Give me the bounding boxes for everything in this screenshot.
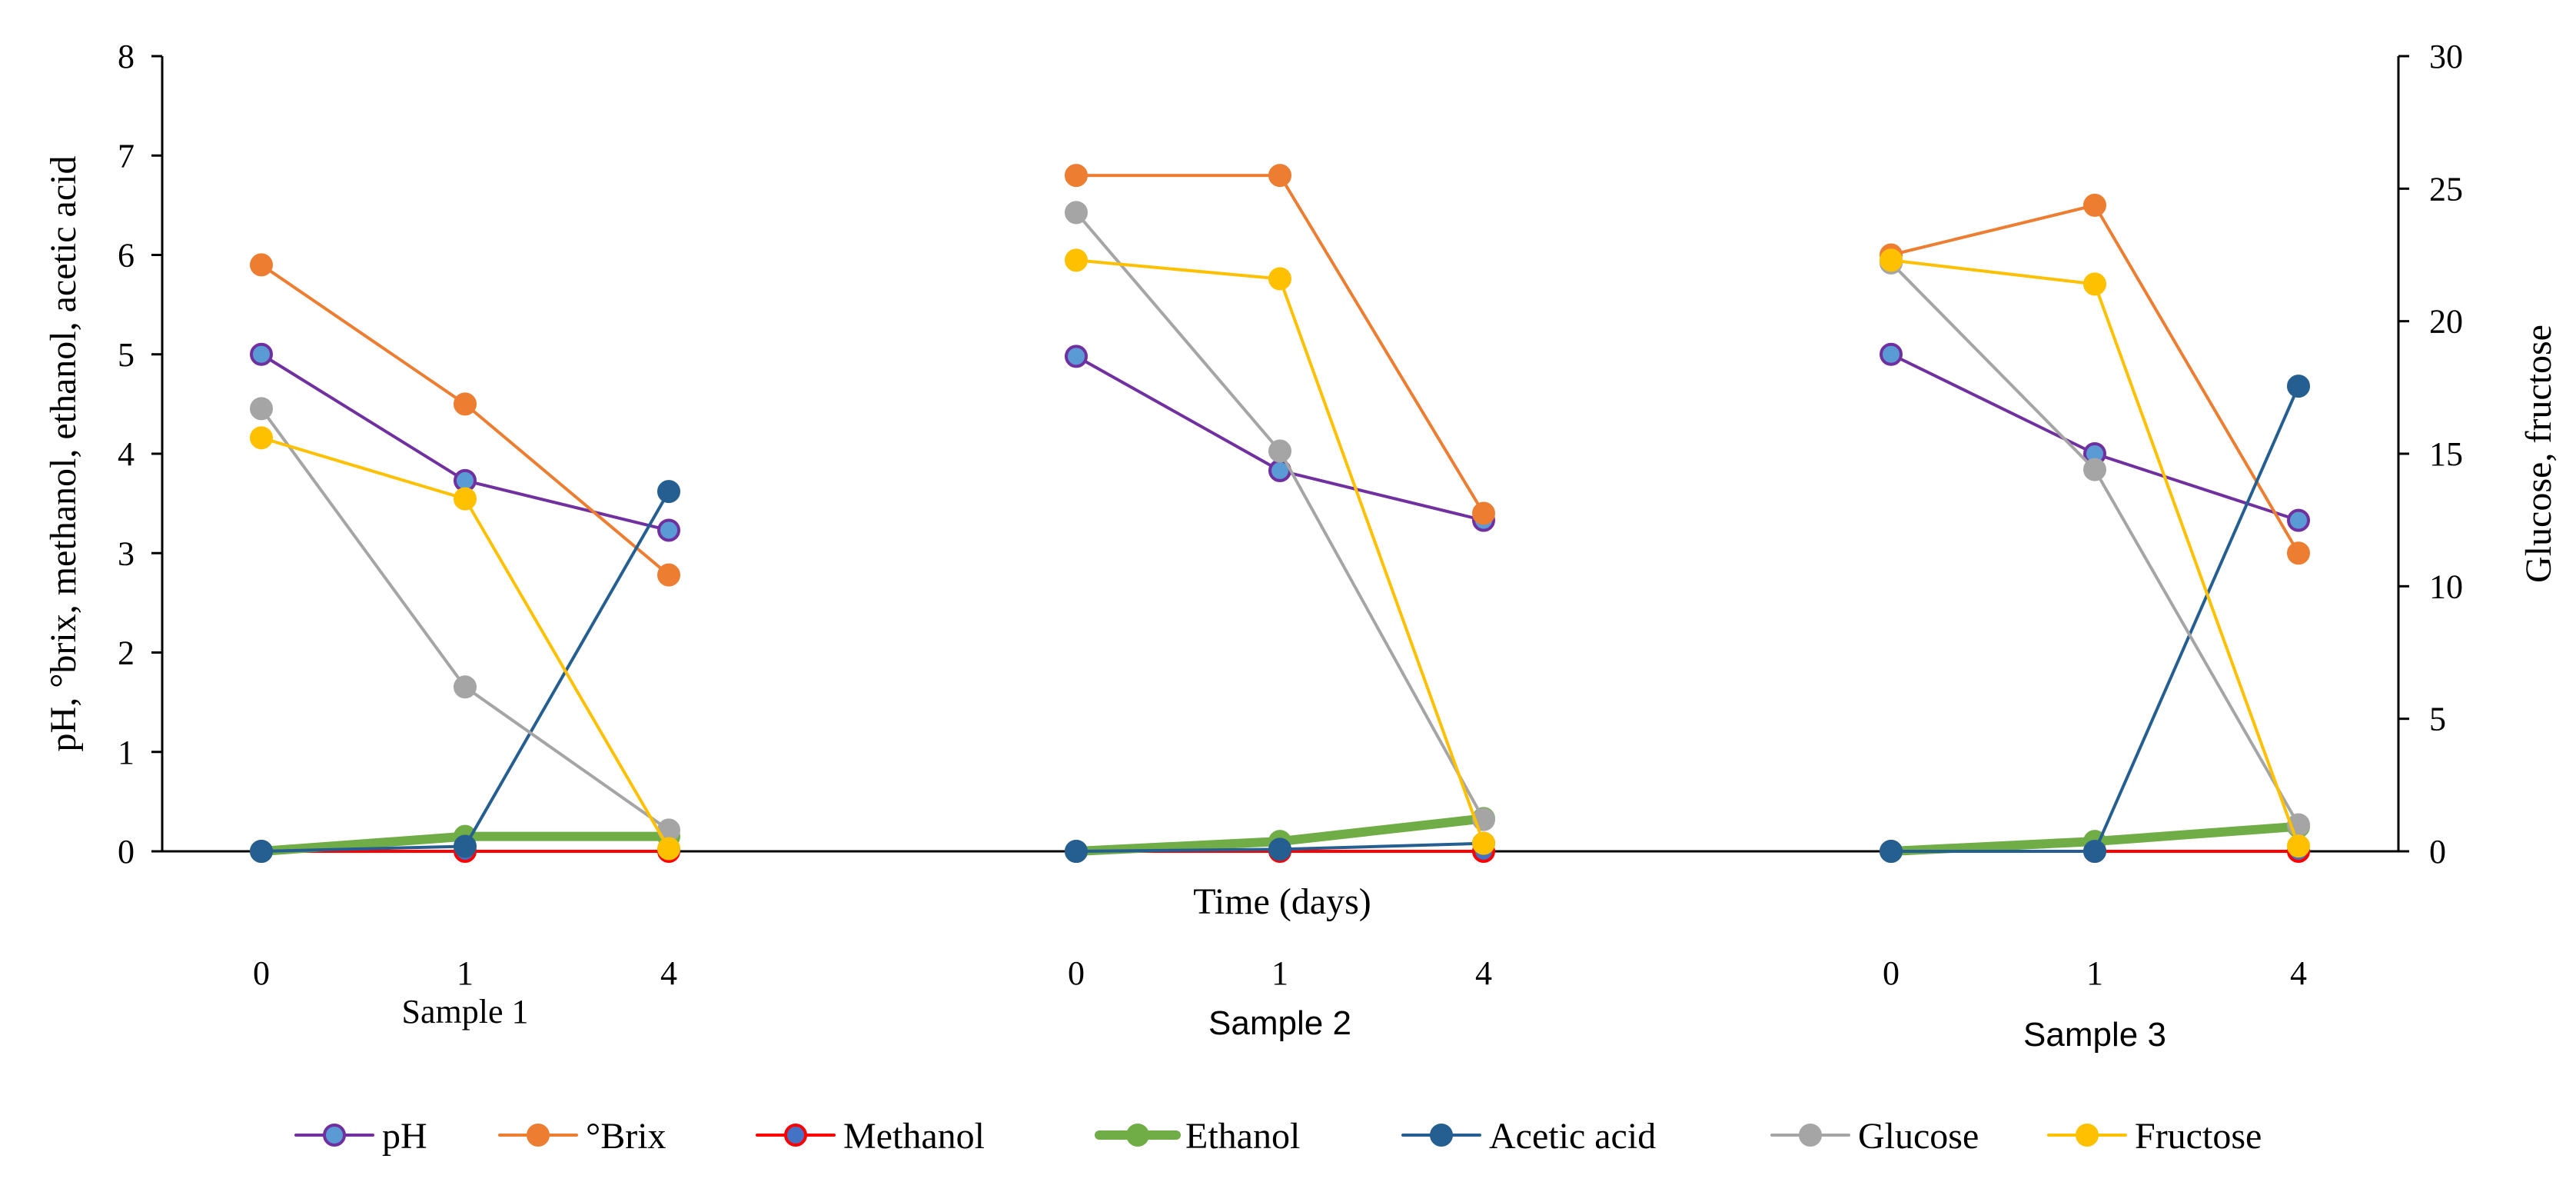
left-y-tick-label: 5: [118, 336, 135, 374]
data-point: [1880, 342, 1903, 366]
series-line: [1890, 352, 2300, 522]
data-point: [454, 487, 477, 511]
data-point: [1268, 267, 1291, 291]
legend-label: °Brix: [586, 1116, 666, 1157]
x-tick-label: 4: [660, 954, 677, 992]
sample-group-label: Sample 1: [402, 993, 529, 1031]
x-tick-label: 0: [253, 954, 270, 992]
x-tick-label: 0: [1068, 954, 1085, 992]
x-tick-label: 4: [2290, 954, 2307, 992]
x-tick-label: 1: [457, 954, 474, 992]
legend-marker: [1430, 1124, 1453, 1147]
right-y-tick-label: 25: [2429, 170, 2463, 208]
legend-label: Glucose: [1858, 1116, 1979, 1157]
left-y-tick-label: 6: [118, 237, 135, 275]
data-point: [454, 834, 477, 858]
data-point: [1880, 840, 1903, 863]
data-point: [250, 253, 273, 277]
legend-label: Fructose: [2135, 1116, 2262, 1157]
right-y-tick-label: 10: [2429, 568, 2463, 605]
left-y-tick-label: 4: [118, 435, 135, 473]
data-point: [1065, 248, 1088, 272]
legend-marker: [2076, 1124, 2099, 1147]
data-point: [2287, 375, 2310, 398]
legend-marker: [1799, 1124, 1822, 1147]
series-line: [260, 263, 670, 577]
data-point: [454, 675, 477, 699]
data-point: [657, 480, 680, 504]
legend-label: Ethanol: [1185, 1116, 1300, 1157]
data-point: [657, 563, 680, 587]
data-point: [1880, 248, 1903, 272]
data-point: [2287, 541, 2310, 565]
right-y-tick-label: 0: [2429, 833, 2446, 871]
left-y-tick-label: 8: [118, 38, 135, 75]
data-point: [250, 426, 273, 450]
data-point: [1268, 439, 1291, 463]
right-y-tick-label: 20: [2429, 303, 2463, 341]
data-point: [1065, 164, 1088, 188]
data-point: [1472, 501, 1495, 525]
right-y-tick-label: 30: [2429, 38, 2463, 75]
data-point: [2083, 272, 2106, 296]
x-tick-label: 1: [1271, 954, 1288, 992]
left-y-tick-label: 2: [118, 634, 135, 672]
series-line: [1075, 258, 1485, 845]
sample-group-label: Sample 3: [2023, 1016, 2166, 1054]
data-point: [454, 392, 477, 416]
series-line: [260, 490, 670, 853]
x-tick-label: 0: [1883, 954, 1900, 992]
left-y-tick-label: 7: [118, 137, 135, 175]
data-point: [250, 342, 273, 366]
data-point: [2083, 840, 2106, 863]
data-point: [2287, 508, 2310, 532]
x-axis-title: Time (days): [1193, 881, 1371, 922]
legend-marker: [784, 1124, 807, 1147]
right-y-tick-label: 5: [2429, 701, 2446, 738]
legend-label: Acetic acid: [1489, 1116, 1656, 1157]
series-acetic-acid: [250, 375, 2310, 863]
left-y-tick-label: 0: [118, 833, 135, 871]
data-point: [1472, 831, 1495, 855]
legend-marker: [527, 1124, 550, 1147]
x-tick-label: 4: [1475, 954, 1492, 992]
data-point: [2287, 834, 2310, 858]
left-y-tick-label: 3: [118, 534, 135, 572]
data-point: [1065, 345, 1088, 368]
series-line: [1890, 258, 2300, 848]
series-line: [1075, 355, 1485, 522]
data-point: [1268, 164, 1291, 188]
legend-label: Methanol: [843, 1116, 985, 1157]
legend: pH °Brix Methanol Ethanol Acetic acid Glucose…: [294, 1116, 2262, 1157]
data-point: [657, 518, 680, 542]
right-y-tick-label: 15: [2429, 435, 2463, 473]
sample-group-label: Sample 2: [1208, 1004, 1351, 1042]
left-y-tick-label: 1: [118, 734, 135, 771]
legend-marker: [323, 1124, 346, 1147]
series-glucose: [250, 201, 2310, 842]
data-point: [250, 397, 273, 421]
data-point: [1268, 837, 1291, 861]
data-point: [1065, 840, 1088, 863]
legend-label: pH: [382, 1116, 427, 1157]
data-point: [657, 837, 680, 861]
data-point: [1065, 201, 1088, 225]
left-y-axis-title: pH, °brix, methanol, ethanol, acetic aci…: [43, 156, 84, 752]
data-point: [2083, 458, 2106, 481]
data-point: [2083, 193, 2106, 217]
series-line: [1075, 211, 1485, 821]
series-fructose: [250, 248, 2310, 861]
series-line: [1890, 261, 2300, 827]
x-tick-label: 1: [2086, 954, 2103, 992]
legend-marker: [1126, 1124, 1149, 1147]
right-y-axis-title: Glucose, fructose: [2518, 325, 2559, 583]
data-point: [250, 840, 273, 863]
